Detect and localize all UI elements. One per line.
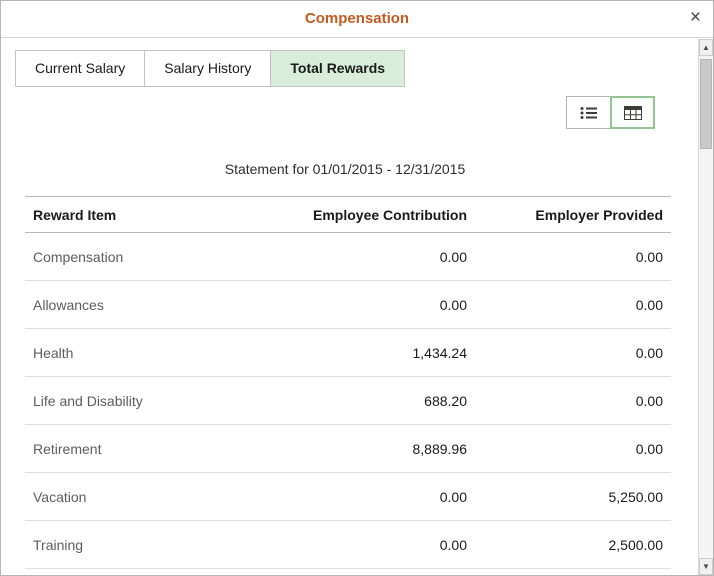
tab-salary-history[interactable]: Salary History — [144, 50, 272, 87]
tab-total-rewards[interactable]: Total Rewards — [270, 50, 406, 87]
employee-contribution-cell: 8,889.96 — [275, 424, 475, 473]
rewards-table-header: Reward Item Employee Contribution Employ… — [25, 196, 671, 233]
scrollbar-thumb[interactable] — [700, 59, 712, 149]
column-header-employee-contribution: Employee Contribution — [275, 196, 475, 233]
reward-item-cell: Retirement — [25, 424, 275, 473]
table-row: Retirement 8,889.96 0.00 — [25, 424, 671, 473]
reward-item-cell: Allowances — [25, 280, 275, 329]
dialog-title: Compensation — [304, 10, 410, 27]
header-row: Reward Item Employee Contribution Employ… — [25, 196, 671, 233]
employee-contribution-cell: 688.20 — [275, 376, 475, 425]
employee-contribution-cell: 0.00 — [275, 520, 475, 569]
tab-bar: Current Salary Salary History Total Rewa… — [15, 50, 406, 87]
reward-item-cell: Health — [25, 328, 275, 377]
table-row: Vacation 0.00 5,250.00 — [25, 472, 671, 521]
grid-view-icon — [623, 105, 642, 120]
table-row: Compensation 0.00 0.00 — [25, 232, 671, 281]
employee-contribution-cell: 0.00 — [275, 232, 475, 281]
reward-item-cell: Vacation — [25, 472, 275, 521]
close-icon[interactable]: × — [689, 7, 701, 28]
table-row: Life and Disability 688.20 0.00 — [25, 376, 671, 425]
dialog-header: Compensation × — [1, 1, 713, 38]
rewards-table: Reward Item Employee Contribution Employ… — [25, 196, 671, 569]
reward-item-cell: Compensation — [25, 232, 275, 281]
scroll-down-icon[interactable]: ▼ — [699, 558, 713, 575]
tab-current-salary[interactable]: Current Salary — [15, 50, 146, 87]
grid-view-button[interactable] — [610, 96, 655, 129]
reward-item-cell: Training — [25, 520, 275, 569]
column-header-employer-provided: Employer Provided — [475, 196, 671, 233]
employer-provided-cell: 0.00 — [475, 424, 671, 473]
column-header-reward-item: Reward Item — [25, 196, 275, 233]
statement-period-text: Statement for 01/01/2015 - 12/31/2015 — [224, 161, 466, 177]
employee-contribution-cell: 0.00 — [275, 472, 475, 521]
table-row: Training 0.00 2,500.00 — [25, 520, 671, 569]
scroll-up-icon[interactable]: ▲ — [699, 39, 713, 56]
reward-item-cell: Life and Disability — [25, 376, 275, 425]
employee-contribution-cell: 1,434.24 — [275, 328, 475, 377]
list-view-button[interactable] — [566, 96, 611, 129]
employer-provided-cell: 5,250.00 — [475, 472, 671, 521]
employee-contribution-cell: 0.00 — [275, 280, 475, 329]
list-view-icon — [580, 106, 598, 120]
table-row: Health 1,434.24 0.00 — [25, 328, 671, 377]
employer-provided-cell: 0.00 — [475, 328, 671, 377]
table-row: Allowances 0.00 0.00 — [25, 280, 671, 329]
rewards-table-body: Compensation 0.00 0.00 Allowances 0.00 0.00 He… — [25, 232, 671, 569]
view-toggle — [566, 96, 655, 129]
employer-provided-cell: 0.00 — [475, 232, 671, 281]
employer-provided-cell: 0.00 — [475, 376, 671, 425]
employer-provided-cell: 2,500.00 — [475, 520, 671, 569]
employer-provided-cell: 0.00 — [475, 280, 671, 329]
vertical-scrollbar[interactable]: ▲ ▼ — [698, 39, 713, 575]
